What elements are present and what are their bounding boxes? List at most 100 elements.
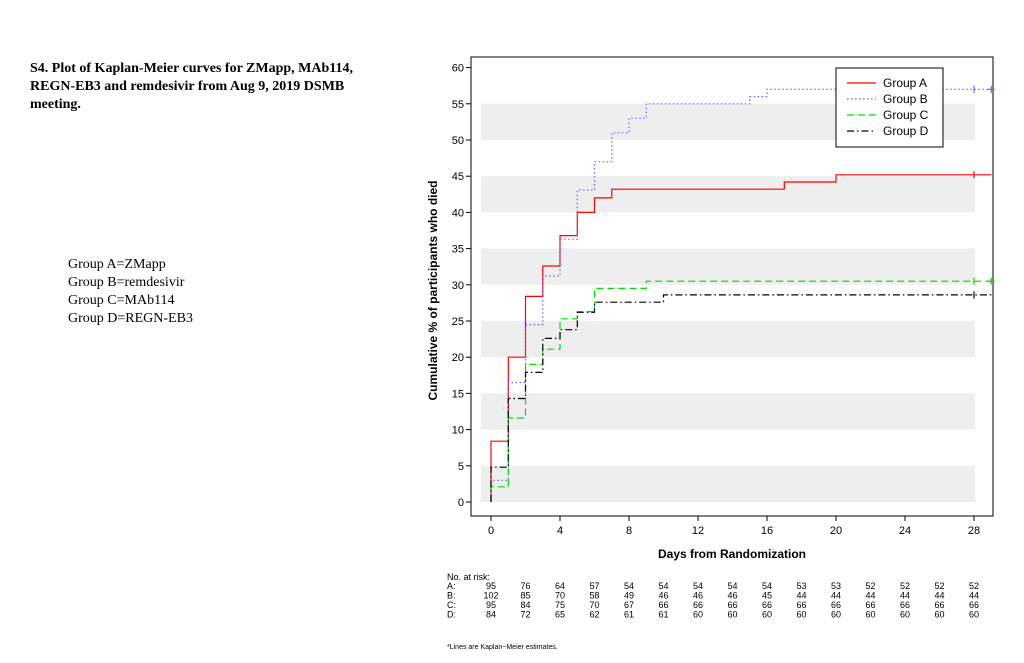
footnote: *Lines are Kaplan−Meier estimates. bbox=[447, 644, 558, 651]
legend-label-d: Group D bbox=[883, 124, 929, 138]
risk-value: 95 bbox=[486, 600, 496, 610]
risk-value: 44 bbox=[934, 591, 944, 601]
risk-value: 70 bbox=[555, 591, 565, 601]
risk-value: 60 bbox=[934, 610, 944, 620]
risk-value: 54 bbox=[727, 581, 737, 591]
risk-value: 54 bbox=[624, 581, 634, 591]
y-tick-label: 15 bbox=[452, 388, 464, 400]
y-tick-label: 25 bbox=[452, 316, 464, 328]
risk-value: 66 bbox=[762, 600, 772, 610]
risk-value: 46 bbox=[727, 591, 737, 601]
plot-frame bbox=[470, 56, 994, 517]
grid-band bbox=[481, 393, 975, 430]
risk-value: 60 bbox=[831, 610, 841, 620]
legend-label-c: Group C bbox=[883, 108, 929, 122]
risk-value: 66 bbox=[934, 600, 944, 610]
risk-value: 66 bbox=[865, 600, 875, 610]
risk-value: 45 bbox=[762, 591, 772, 601]
risk-value: 54 bbox=[693, 581, 703, 591]
risk-table: No. at risk:A: 95 76 64 57 54 54 54 54 54 53 53 52 52… bbox=[447, 572, 979, 620]
x-tick-label: 0 bbox=[488, 525, 494, 537]
x-axis-label: Days from Randomization bbox=[658, 547, 806, 561]
y-tick-label: 10 bbox=[452, 425, 464, 437]
x-tick-label: 16 bbox=[761, 525, 773, 537]
x-tick-label: 20 bbox=[830, 525, 842, 537]
risk-value: 62 bbox=[589, 610, 599, 620]
risk-value: 66 bbox=[658, 600, 668, 610]
group-key-a: Group A=ZMapp bbox=[68, 257, 166, 272]
grid-band bbox=[481, 321, 975, 358]
series-line-d bbox=[490, 294, 992, 502]
grid-band bbox=[481, 465, 975, 502]
y-tick-label: 40 bbox=[452, 207, 464, 219]
group-key-c: Group C=MAb114 bbox=[68, 293, 175, 308]
risk-value: 60 bbox=[693, 610, 703, 620]
risk-value: 75 bbox=[555, 600, 565, 610]
risk-value: 52 bbox=[900, 581, 910, 591]
y-tick-label: 60 bbox=[452, 63, 464, 75]
x-tick-label: 8 bbox=[626, 525, 632, 537]
risk-value: 49 bbox=[624, 591, 634, 601]
y-tick-label: 50 bbox=[452, 135, 464, 147]
risk-value: 60 bbox=[900, 610, 910, 620]
risk-value: 66 bbox=[693, 600, 703, 610]
x-tick-label: 24 bbox=[899, 525, 911, 537]
risk-row-label: B: bbox=[447, 591, 456, 601]
risk-value: 44 bbox=[900, 591, 910, 601]
group-key-d: Group D=REGN-EB3 bbox=[68, 311, 193, 326]
y-tick-label: 55 bbox=[452, 99, 464, 111]
risk-value: 65 bbox=[555, 610, 565, 620]
group-key-b: Group B=remdesivir bbox=[68, 275, 185, 290]
risk-value: 66 bbox=[727, 600, 737, 610]
risk-value: 67 bbox=[624, 600, 634, 610]
risk-value: 84 bbox=[520, 600, 530, 610]
y-tick-label: 20 bbox=[452, 352, 464, 364]
risk-value: 44 bbox=[796, 591, 806, 601]
x-tick-label: 12 bbox=[692, 525, 704, 537]
risk-value: 95 bbox=[486, 581, 496, 591]
risk-value: 46 bbox=[658, 591, 668, 601]
risk-row-label: A: bbox=[447, 581, 456, 591]
legend-label-b: Group B bbox=[883, 92, 928, 106]
y-tick-label: 35 bbox=[452, 244, 464, 256]
risk-value: 102 bbox=[483, 591, 498, 601]
risk-row-label: D: bbox=[447, 610, 456, 620]
risk-value: 44 bbox=[865, 591, 875, 601]
x-tick-label: 4 bbox=[557, 525, 563, 537]
y-tick-label: 45 bbox=[452, 171, 464, 183]
risk-value: 76 bbox=[520, 581, 530, 591]
grid-band bbox=[481, 248, 975, 285]
risk-value: 52 bbox=[865, 581, 875, 591]
risk-value: 60 bbox=[969, 610, 979, 620]
risk-value: 60 bbox=[796, 610, 806, 620]
y-tick-label: 0 bbox=[458, 497, 464, 509]
legend-label-a: Group A bbox=[883, 76, 927, 90]
risk-value: 61 bbox=[658, 610, 668, 620]
series-line-b bbox=[490, 88, 992, 502]
group-key: Group A=ZMapp Group B=remdesivir Group C… bbox=[68, 256, 193, 328]
figure-caption: S4. Plot of Kaplan-Meier curves for ZMap… bbox=[30, 61, 354, 112]
risk-value: 53 bbox=[796, 581, 806, 591]
risk-table-title: No. at risk: bbox=[447, 572, 490, 582]
risk-row-label: C: bbox=[447, 600, 456, 610]
legend: Group A Group B Group C Group D bbox=[835, 67, 944, 148]
risk-value: 46 bbox=[693, 591, 703, 601]
legend-box bbox=[835, 67, 944, 148]
risk-value: 66 bbox=[900, 600, 910, 610]
risk-value: 66 bbox=[796, 600, 806, 610]
risk-value: 52 bbox=[934, 581, 944, 591]
risk-value: 53 bbox=[831, 581, 841, 591]
risk-value: 57 bbox=[589, 581, 599, 591]
risk-value: 72 bbox=[520, 610, 530, 620]
risk-value: 60 bbox=[727, 610, 737, 620]
risk-value: 66 bbox=[831, 600, 841, 610]
risk-value: 58 bbox=[589, 591, 599, 601]
y-tick-label: 30 bbox=[452, 280, 464, 292]
risk-value: 61 bbox=[624, 610, 634, 620]
risk-value: 60 bbox=[762, 610, 772, 620]
risk-value: 52 bbox=[969, 581, 979, 591]
risk-value: 70 bbox=[589, 600, 599, 610]
risk-value: 54 bbox=[762, 581, 772, 591]
grid-band bbox=[481, 176, 975, 213]
